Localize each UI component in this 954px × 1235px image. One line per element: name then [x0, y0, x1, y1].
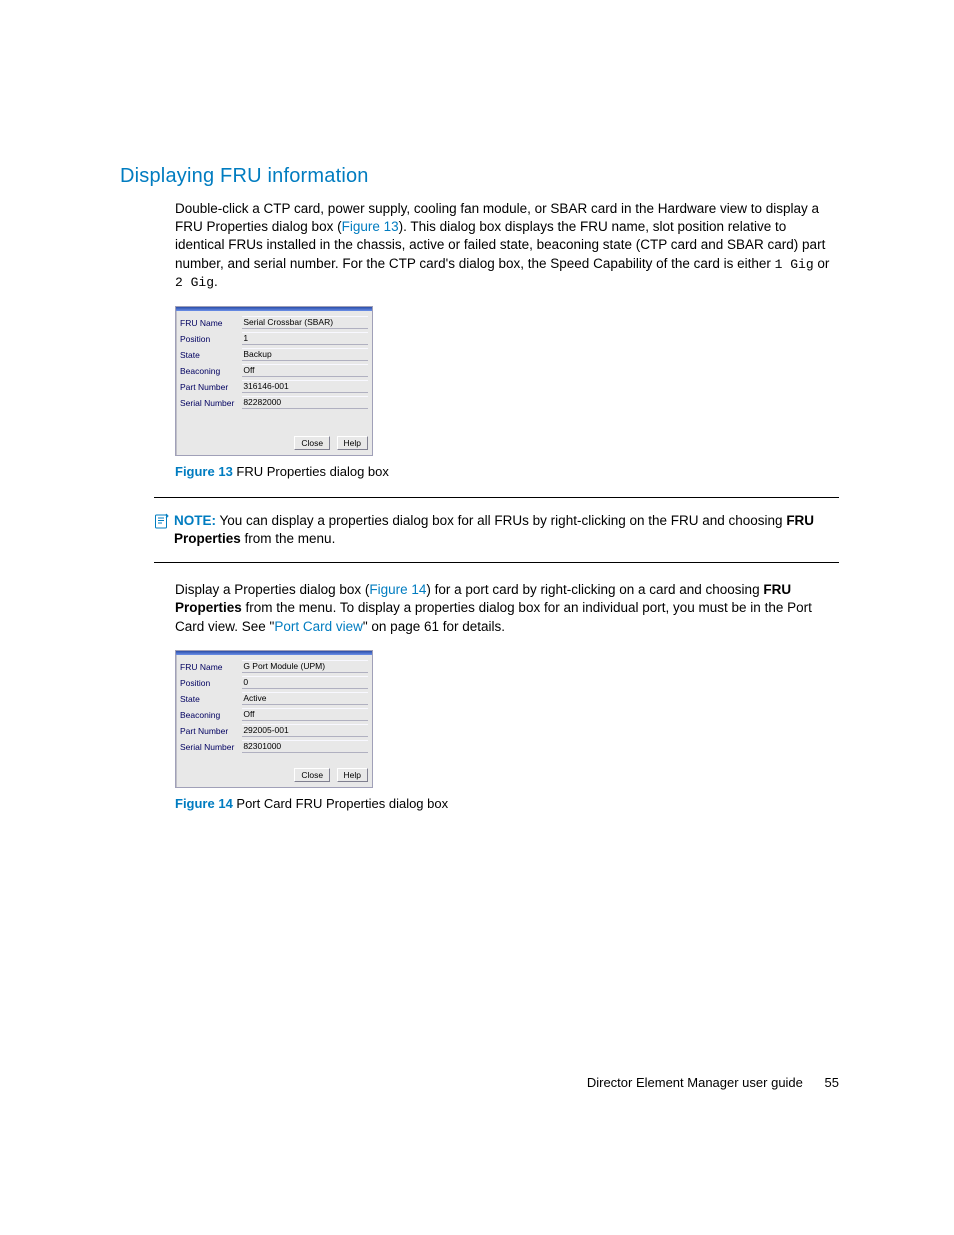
field-value: Off — [242, 364, 368, 377]
figure-14-caption: Figure 14 Port Card FRU Properties dialo… — [175, 796, 839, 811]
table-row: Part Number 292005-001 — [176, 723, 372, 739]
note-text: NOTE: You can display a properties dialo… — [174, 512, 839, 548]
figure-caption-text: Port Card FRU Properties dialog box — [233, 796, 448, 811]
figure-caption-text: FRU Properties dialog box — [233, 464, 389, 479]
field-value: 316146-001 — [242, 380, 368, 393]
help-button[interactable]: Help — [337, 768, 368, 782]
paragraph-2: Display a Properties dialog box (Figure … — [175, 581, 839, 636]
field-label: Part Number — [176, 723, 238, 739]
field-label: Beaconing — [176, 707, 238, 723]
field-value: Backup — [242, 348, 368, 361]
field-value: 82282000 — [242, 396, 368, 409]
field-label: Serial Number — [176, 739, 238, 755]
dialog-button-row: Close Help — [176, 755, 372, 787]
field-value: 292005-001 — [242, 724, 368, 737]
dialog-titlebar — [176, 307, 372, 311]
field-label: State — [176, 347, 238, 363]
table-row: FRU Name Serial Crossbar (SBAR) — [176, 315, 372, 331]
field-label: FRU Name — [176, 659, 238, 675]
field-label: FRU Name — [176, 315, 238, 331]
figure-13-link[interactable]: Figure 13 — [342, 219, 399, 234]
table-row: State Backup — [176, 347, 372, 363]
port-card-fru-dialog-figure: FRU Name G Port Module (UPM) Position 0 St… — [175, 650, 373, 788]
fru-properties-table: FRU Name G Port Module (UPM) Position 0 St… — [176, 659, 372, 755]
table-row: Position 1 — [176, 331, 372, 347]
fru-properties-table: FRU Name Serial Crossbar (SBAR) Position 1… — [176, 315, 372, 411]
field-value: 0 — [242, 676, 368, 689]
table-row: Serial Number 82282000 — [176, 395, 372, 411]
field-value: 1 — [242, 332, 368, 345]
figure-number: Figure 13 — [175, 464, 233, 479]
page-footer: Director Element Manager user guide 55 — [587, 1075, 839, 1090]
port-card-view-link[interactable]: Port Card view — [274, 619, 363, 634]
code-1gig: 1 Gig — [775, 257, 814, 272]
code-2gig: 2 Gig — [175, 275, 214, 290]
close-button[interactable]: Close — [294, 436, 330, 450]
page-number: 55 — [825, 1075, 839, 1090]
text: ) for a port card by right-clicking on a… — [426, 582, 763, 597]
field-value: Off — [242, 708, 368, 721]
fru-properties-dialog-figure: FRU Name Serial Crossbar (SBAR) Position 1… — [175, 306, 373, 456]
field-label: State — [176, 691, 238, 707]
page-content: Displaying FRU information Double-click … — [0, 0, 954, 811]
field-value: Active — [242, 692, 368, 705]
help-button[interactable]: Help — [337, 436, 368, 450]
field-value: 82301000 — [242, 740, 368, 753]
field-value: G Port Module (UPM) — [242, 660, 368, 673]
text: or — [814, 256, 830, 271]
field-label: Position — [176, 675, 238, 691]
table-row: State Active — [176, 691, 372, 707]
text: " on page 61 for details. — [363, 619, 505, 634]
figure-number: Figure 14 — [175, 796, 233, 811]
field-label: Serial Number — [176, 395, 238, 411]
field-label: Beaconing — [176, 363, 238, 379]
text: You can display a properties dialog box … — [216, 513, 786, 528]
table-row: Beaconing Off — [176, 363, 372, 379]
field-label: Position — [176, 331, 238, 347]
text: from the menu. — [241, 531, 336, 546]
table-row: Part Number 316146-001 — [176, 379, 372, 395]
note-icon — [154, 512, 174, 532]
note-label: NOTE: — [174, 513, 216, 528]
close-button[interactable]: Close — [294, 768, 330, 782]
field-value: Serial Crossbar (SBAR) — [242, 316, 368, 329]
dialog-titlebar — [176, 651, 372, 655]
text: Display a Properties dialog box ( — [175, 582, 369, 597]
footer-title: Director Element Manager user guide — [587, 1075, 803, 1090]
table-row: Beaconing Off — [176, 707, 372, 723]
dialog-button-row: Close Help — [176, 411, 372, 455]
field-label: Part Number — [176, 379, 238, 395]
text: . — [214, 274, 218, 289]
figure-13-caption: Figure 13 FRU Properties dialog box — [175, 464, 839, 479]
table-row: Position 0 — [176, 675, 372, 691]
figure-14-link[interactable]: Figure 14 — [369, 582, 426, 597]
table-row: FRU Name G Port Module (UPM) — [176, 659, 372, 675]
section-heading: Displaying FRU information — [120, 165, 839, 188]
note-block: NOTE: You can display a properties dialo… — [154, 497, 839, 563]
table-row: Serial Number 82301000 — [176, 739, 372, 755]
paragraph-1: Double-click a CTP card, power supply, c… — [175, 200, 839, 292]
